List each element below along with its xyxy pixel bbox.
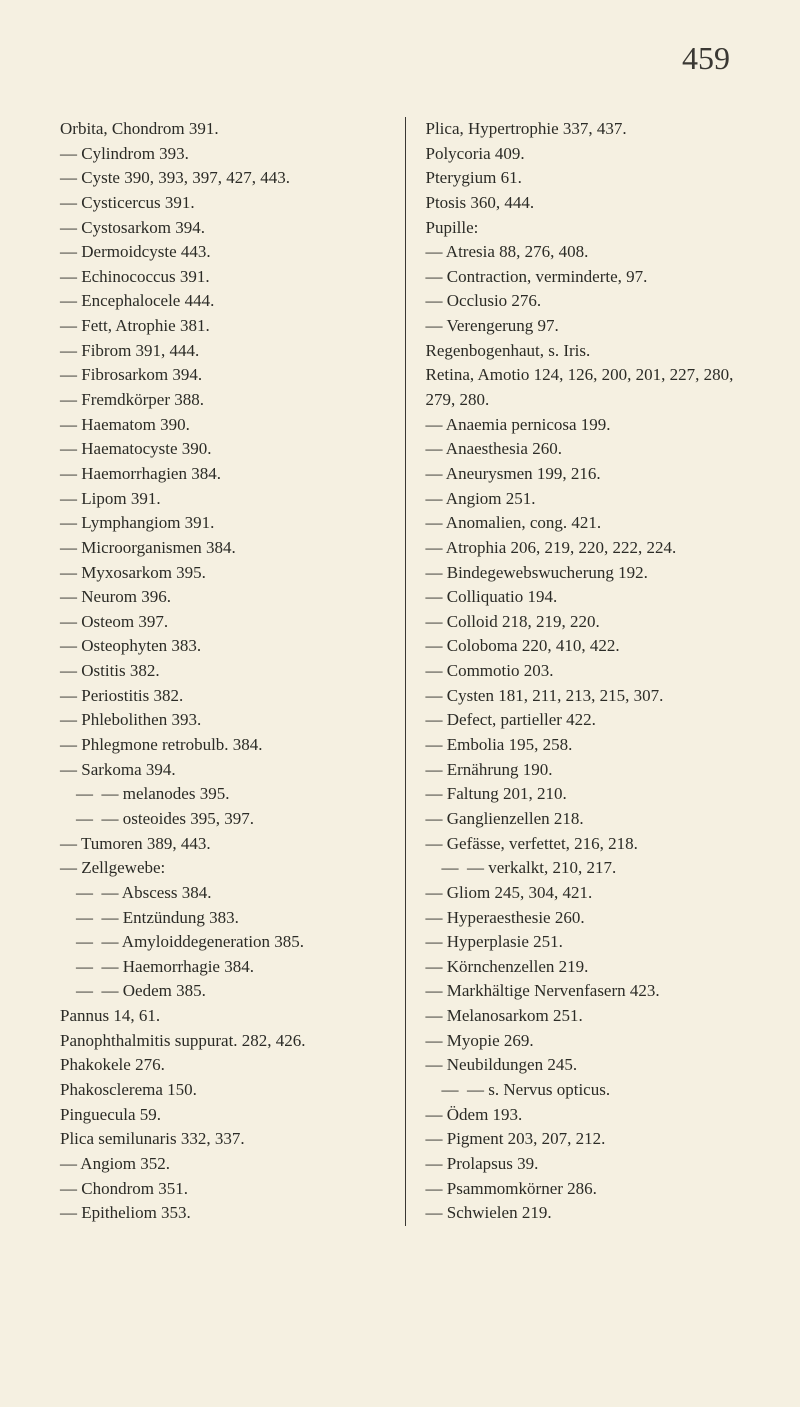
index-entry: — Melanosarkom 251.	[426, 1004, 751, 1029]
index-entry: — Aneurysmen 199, 216.	[426, 462, 751, 487]
index-entry: — Cylindrom 393.	[60, 142, 385, 167]
index-entry: — — Entzündung 383.	[60, 906, 385, 931]
index-entry: Pupille:	[426, 216, 751, 241]
index-entry: — Coloboma 220, 410, 422.	[426, 634, 751, 659]
index-entry: — Osteophyten 383.	[60, 634, 385, 659]
index-entry: Plica, Hypertrophie 337, 437.	[426, 117, 751, 142]
index-entry: — Hyperaesthesie 260.	[426, 906, 751, 931]
index-entry: — Commotio 203.	[426, 659, 751, 684]
index-entry: Pterygium 61.	[426, 166, 751, 191]
index-entry: — Anomalien, cong. 421.	[426, 511, 751, 536]
index-entry: — Fibrosarkom 394.	[60, 363, 385, 388]
index-entry: — Anaesthesia 260.	[426, 437, 751, 462]
index-entry: — Phlegmone retrobulb. 384.	[60, 733, 385, 758]
index-entry: — Anaemia pernicosa 199.	[426, 413, 751, 438]
index-entry: — — osteoides 395, 397.	[60, 807, 385, 832]
index-entry: — Microorganismen 384.	[60, 536, 385, 561]
index-entry: Phakokele 276.	[60, 1053, 385, 1078]
page-number: 459	[60, 40, 750, 77]
index-entry: — Echinococcus 391.	[60, 265, 385, 290]
index-entry: Orbita, Chondrom 391.	[60, 117, 385, 142]
index-entry: — Phlebolithen 393.	[60, 708, 385, 733]
index-entry: — Cystosarkom 394.	[60, 216, 385, 241]
index-entry: — Lymphangiom 391.	[60, 511, 385, 536]
index-entry: — Angiom 251.	[426, 487, 751, 512]
index-entry: — Verengerung 97.	[426, 314, 751, 339]
index-entry: — — Oedem 385.	[60, 979, 385, 1004]
index-entry: — Faltung 201, 210.	[426, 782, 751, 807]
index-entry: — Embolia 195, 258.	[426, 733, 751, 758]
index-entry: — Chondrom 351.	[60, 1177, 385, 1202]
index-entry: — Fremdkörper 388.	[60, 388, 385, 413]
index-entry: — Lipom 391.	[60, 487, 385, 512]
index-entry: — Ganglienzellen 218.	[426, 807, 751, 832]
index-entry: — Occlusio 276.	[426, 289, 751, 314]
index-entry: — — s. Nervus opticus.	[426, 1078, 751, 1103]
index-entry: — Colloid 218, 219, 220.	[426, 610, 751, 635]
column-divider	[405, 117, 406, 1226]
index-entry: — Myxosarkom 395.	[60, 561, 385, 586]
index-entry: — Zellgewebe:	[60, 856, 385, 881]
index-entry: — Osteom 397.	[60, 610, 385, 635]
index-entry: Pinguecula 59.	[60, 1103, 385, 1128]
index-entry: — Hyperplasie 251.	[426, 930, 751, 955]
index-entry: — Schwielen 219.	[426, 1201, 751, 1226]
index-entry: — Prolapsus 39.	[426, 1152, 751, 1177]
index-entry: Phakosclerema 150.	[60, 1078, 385, 1103]
index-entry: — Atresia 88, 276, 408.	[426, 240, 751, 265]
left-column: Orbita, Chondrom 391.— Cylindrom 393.— C…	[60, 117, 385, 1226]
index-entry: Plica semilunaris 332, 337.	[60, 1127, 385, 1152]
index-entry: — — melanodes 395.	[60, 782, 385, 807]
index-entry: — — Haemorrhagie 384.	[60, 955, 385, 980]
index-entry: — Ostitis 382.	[60, 659, 385, 684]
index-entry: — Contraction, verminderte, 97.	[426, 265, 751, 290]
index-columns: Orbita, Chondrom 391.— Cylindrom 393.— C…	[60, 117, 750, 1226]
index-entry: — Pigment 203, 207, 212.	[426, 1127, 751, 1152]
index-entry: — Myopie 269.	[426, 1029, 751, 1054]
index-entry: — Neurom 396.	[60, 585, 385, 610]
index-entry: — Gliom 245, 304, 421.	[426, 881, 751, 906]
index-entry: — Colliquatio 194.	[426, 585, 751, 610]
index-entry: Retina, Amotio 124, 126, 200, 201, 227, …	[426, 363, 751, 412]
index-entry: — Neubildungen 245.	[426, 1053, 751, 1078]
index-entry: — Bindegewebswucherung 192.	[426, 561, 751, 586]
index-entry: — Haematocyste 390.	[60, 437, 385, 462]
index-entry: — Cysten 181, 211, 213, 215, 307.	[426, 684, 751, 709]
page: 459 Orbita, Chondrom 391.— Cylindrom 393…	[0, 0, 800, 1266]
index-entry: — Fibrom 391, 444.	[60, 339, 385, 364]
index-entry: — — Amyloiddegeneration 385.	[60, 930, 385, 955]
index-entry: — Defect, partieller 422.	[426, 708, 751, 733]
index-entry: — Encephalocele 444.	[60, 289, 385, 314]
index-entry: — Haematom 390.	[60, 413, 385, 438]
index-entry: — Psammomkörner 286.	[426, 1177, 751, 1202]
index-entry: — Gefässe, verfettet, 216, 218.	[426, 832, 751, 857]
index-entry: Panophthalmitis suppurat. 282, 426.	[60, 1029, 385, 1054]
index-entry: — Angiom 352.	[60, 1152, 385, 1177]
index-entry: — Dermoidcyste 443.	[60, 240, 385, 265]
index-entry: — Cysticercus 391.	[60, 191, 385, 216]
index-entry: — Fett, Atrophie 381.	[60, 314, 385, 339]
index-entry: — Atrophia 206, 219, 220, 222, 224.	[426, 536, 751, 561]
index-entry: — Ödem 193.	[426, 1103, 751, 1128]
index-entry: — Tumoren 389, 443.	[60, 832, 385, 857]
right-column: Plica, Hypertrophie 337, 437.Polycoria 4…	[426, 117, 751, 1226]
index-entry: — Periostitis 382.	[60, 684, 385, 709]
index-entry: — Cyste 390, 393, 397, 427, 443.	[60, 166, 385, 191]
index-entry: — Markhältige Nervenfasern 423.	[426, 979, 751, 1004]
index-entry: — Epitheliom 353.	[60, 1201, 385, 1226]
index-entry: — Haemorrhagien 384.	[60, 462, 385, 487]
index-entry: — Ernährung 190.	[426, 758, 751, 783]
index-entry: — — verkalkt, 210, 217.	[426, 856, 751, 881]
index-entry: — Körnchenzellen 219.	[426, 955, 751, 980]
index-entry: Regenbogenhaut, s. Iris.	[426, 339, 751, 364]
index-entry: Ptosis 360, 444.	[426, 191, 751, 216]
index-entry: — — Abscess 384.	[60, 881, 385, 906]
index-entry: — Sarkoma 394.	[60, 758, 385, 783]
index-entry: Polycoria 409.	[426, 142, 751, 167]
index-entry: Pannus 14, 61.	[60, 1004, 385, 1029]
